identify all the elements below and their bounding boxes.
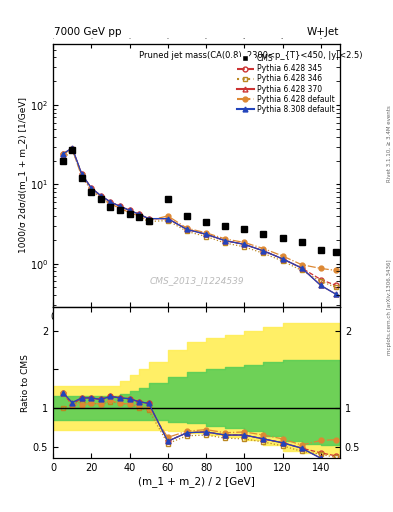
Text: Pruned jet mass(CA(0.8), 2300<p_{T}<450, |y|<2.5): Pruned jet mass(CA(0.8), 2300<p_{T}<450,… [139, 51, 363, 60]
Text: W+Jet: W+Jet [307, 27, 339, 37]
Text: Rivet 3.1.10, ≥ 3.4M events: Rivet 3.1.10, ≥ 3.4M events [387, 105, 392, 182]
Text: 7000 GeV pp: 7000 GeV pp [54, 27, 121, 37]
Text: CMS_2013_I1224539: CMS_2013_I1224539 [149, 276, 244, 286]
Y-axis label: Ratio to CMS: Ratio to CMS [21, 354, 30, 412]
Text: mcplots.cern.ch [arXiv:1306.3436]: mcplots.cern.ch [arXiv:1306.3436] [387, 260, 392, 355]
X-axis label: (m_1 + m_2) / 2 [GeV]: (m_1 + m_2) / 2 [GeV] [138, 476, 255, 487]
Y-axis label: 1000/σ 2dσ/d(m_1 + m_2) [1/GeV]: 1000/σ 2dσ/d(m_1 + m_2) [1/GeV] [18, 97, 27, 253]
Legend: CMS, Pythia 6.428 345, Pythia 6.428 346, Pythia 6.428 370, Pythia 6.428 default,: CMS, Pythia 6.428 345, Pythia 6.428 346,… [235, 53, 336, 115]
